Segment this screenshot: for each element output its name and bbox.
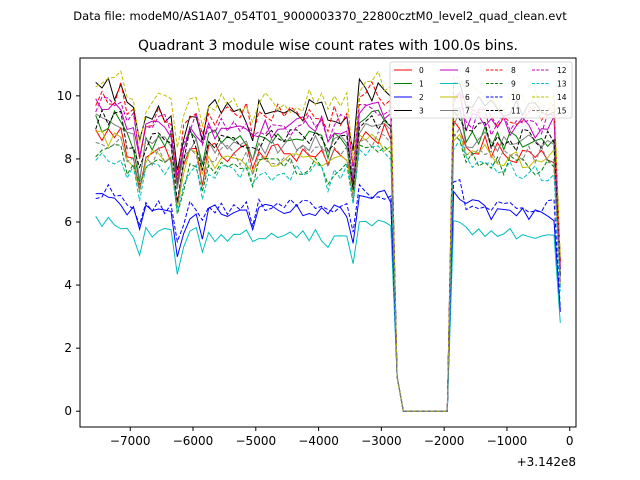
y-tick-label: 2 — [64, 341, 72, 355]
legend-label: 10 — [511, 93, 521, 102]
legend-label: 4 — [465, 66, 470, 75]
x-tick-label: −4000 — [298, 434, 339, 448]
y-tick-label: 0 — [64, 404, 72, 418]
y-tick-label: 6 — [64, 215, 72, 229]
x-tick-label: −3000 — [361, 434, 402, 448]
legend-label: 1 — [419, 80, 424, 89]
legend-label: 2 — [419, 93, 424, 102]
legend-label: 7 — [465, 107, 470, 116]
series-line-10 — [95, 179, 561, 412]
series-line-11 — [95, 108, 561, 412]
legend-label: 11 — [511, 107, 521, 116]
series-line-15 — [95, 127, 561, 412]
legend-label: 9 — [511, 80, 516, 89]
series-line-12 — [95, 93, 561, 412]
x-tick-label: −1000 — [487, 434, 528, 448]
legend-label: 3 — [419, 107, 424, 116]
plot-lines — [95, 70, 561, 412]
x-tick-label: −2000 — [424, 434, 465, 448]
legend-label: 8 — [511, 66, 516, 75]
series-line-1 — [95, 107, 561, 412]
y-tick-label: 4 — [64, 278, 72, 292]
legend-label: 14 — [557, 93, 567, 102]
series-line-13 — [95, 138, 561, 412]
series-line-2 — [95, 189, 561, 412]
chart-title: Quadrant 3 module wise count rates with … — [138, 38, 518, 54]
y-tick-label: 8 — [64, 152, 72, 166]
plot-frame — [79, 57, 577, 428]
x-tick-label: −6000 — [173, 434, 214, 448]
legend-label: 13 — [557, 80, 567, 89]
series-line-0 — [95, 119, 561, 412]
y-axis: 0 2 4 6 8 10 — [57, 89, 80, 418]
x-tick-label: −7000 — [110, 434, 151, 448]
series-line-7 — [95, 107, 561, 412]
series-line-9 — [95, 132, 561, 412]
chart-suptitle: Data file: modeM0/AS1A07_054T01_90000033… — [73, 9, 567, 23]
legend-label: 12 — [557, 66, 567, 75]
legend-label: 0 — [419, 66, 424, 75]
series-line-5 — [95, 216, 561, 412]
x-axis: −7000 −6000 −5000 −4000 −3000 −2000 −1000 0 — [110, 427, 574, 448]
series-line-14 — [95, 70, 561, 412]
x-offset-label: +3.142e8 — [517, 455, 576, 469]
legend-box — [389, 61, 573, 119]
x-tick-label: −5000 — [236, 434, 277, 448]
legend-label: 15 — [557, 107, 567, 116]
legend-label: 5 — [465, 80, 470, 89]
x-tick-label: 0 — [566, 434, 574, 448]
y-tick-label: 10 — [57, 89, 72, 103]
legend-label: 6 — [465, 93, 470, 102]
